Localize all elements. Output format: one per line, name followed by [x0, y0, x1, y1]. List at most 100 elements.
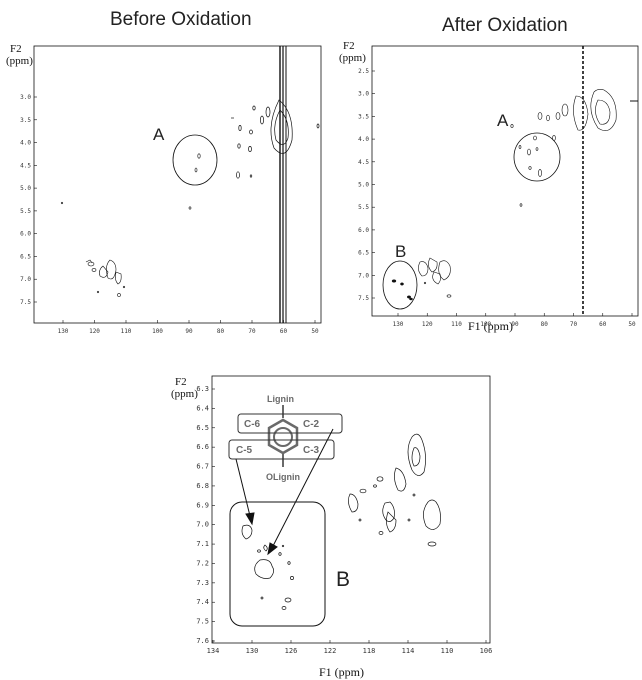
tr-y-axis: 2.5 3.0 3.5 4.0 4.5 5.0 5.5 6.0 6.5 7.0 7.5 — [358, 68, 375, 302]
tl-region-a-label: A — [153, 125, 165, 144]
b-y-tick-label: 7.2 — [196, 559, 209, 567]
tr-region-b-label: B — [395, 242, 406, 261]
b-y-tick-label: 7.5 — [196, 618, 209, 626]
b-y-tick-label: 6.8 — [196, 482, 209, 490]
tr-region-b-circle — [382, 260, 418, 310]
tr-y-tick-label: 4.5 — [358, 159, 369, 166]
tr-f1-label: F1 (ppm) — [468, 319, 513, 333]
tr-region-a-label: A — [497, 111, 509, 130]
title-after-oxidation: After Oxidation — [442, 15, 568, 36]
tr-y-tick-label: 5.0 — [358, 182, 369, 189]
tr-aromatic-cluster — [418, 257, 452, 298]
tr-x-tick-label: 60 — [599, 321, 607, 328]
tl-x-axis: 130 120 110 100 90 80 70 60 50 — [58, 320, 319, 335]
lignin-c2-label: C-2 — [303, 419, 320, 430]
tr-x-tick-label: 130 — [393, 321, 404, 328]
lignin-c3-label: C-3 — [303, 445, 320, 456]
b-y-tick-label: 7.6 — [196, 637, 209, 645]
b-x-tick-label: 134 — [207, 647, 220, 655]
tl-region-a-circle — [172, 134, 218, 186]
tl-x-tick-label: 60 — [280, 328, 288, 335]
tl-x-tick-label: 130 — [58, 328, 69, 335]
tl-y-tick-label: 6.0 — [20, 231, 31, 238]
tr-ppm-label: (ppm) — [339, 52, 366, 64]
tl-y-tick-label: 6.5 — [20, 253, 31, 260]
tr-y-tick-label: 6.5 — [358, 250, 369, 257]
b-x-tick-label: 118 — [363, 647, 376, 655]
tl-y-tick-label: 7.0 — [20, 276, 31, 283]
b-y-tick-label: 7.3 — [196, 579, 209, 587]
b-plot-frame — [211, 375, 491, 644]
tl-y-tick-label: 3.0 — [20, 94, 31, 101]
tr-y-tick-label: 7.5 — [358, 295, 369, 302]
b-region-box — [229, 501, 326, 627]
panel-before-oxidation: 3.0 3.5 4.0 4.5 5.0 5.5 6.0 6.5 7.0 7.5 130 120 110… — [20, 45, 322, 335]
tl-y-tick-label: 4.0 — [20, 140, 31, 147]
tr-x-tick-label: 70 — [570, 321, 578, 328]
b-ppm-label: (ppm) — [171, 388, 198, 400]
b-region-contours — [241, 524, 294, 610]
tl-y-axis: 3.0 3.5 4.0 4.5 5.0 5.5 6.0 6.5 7.0 7.5 — [20, 94, 37, 306]
tr-y-tick-label: 3.0 — [358, 91, 369, 98]
tr-y-tick-label: 7.0 — [358, 272, 369, 279]
b-x-tick-label: 122 — [324, 647, 337, 655]
b-x-tick-label: 114 — [402, 647, 415, 655]
lignin-c6-label: C-6 — [244, 419, 261, 430]
tl-f2-label: F2 — [10, 43, 22, 55]
b-x-tick-label: 126 — [285, 647, 298, 655]
tl-y-tick-label: 3.5 — [20, 117, 31, 124]
tr-y-tick-label: 2.5 — [358, 68, 369, 75]
lignin-bottom-label: OLignin — [266, 472, 300, 482]
b-y-tick-label: 6.4 — [196, 404, 209, 412]
tr-x-tick-label: 50 — [628, 321, 636, 328]
lignin-top-box — [237, 413, 343, 434]
tr-x-tick-label: 100 — [480, 321, 491, 328]
b-x-axis: 134 130 126 122 118 114 110 106 — [207, 640, 493, 655]
tr-y-tick-label: 6.0 — [358, 227, 369, 234]
tl-x-tick-label: 70 — [248, 328, 256, 335]
tr-y-tick-label: 5.5 — [358, 204, 369, 211]
tl-region-a-peaks — [60, 153, 201, 210]
b-aromatic-contours — [348, 433, 441, 547]
tl-x-tick-label: 120 — [89, 328, 100, 335]
tl-x-tick-label: 110 — [121, 328, 132, 335]
lignin-c5-label: C-5 — [236, 445, 253, 456]
tl-x-tick-label: 100 — [152, 328, 163, 335]
b-x-tick-label: 110 — [441, 647, 454, 655]
tr-region-a-circle — [513, 132, 561, 182]
tl-y-tick-label: 5.5 — [20, 208, 31, 215]
tl-contour-main — [231, 99, 320, 179]
tr-region-b-peaks — [391, 279, 413, 301]
tr-x-tick-label: 120 — [422, 321, 433, 328]
tl-plot-frame — [33, 45, 322, 324]
b-y-tick-label: 7.4 — [196, 598, 209, 606]
tl-y-tick-label: 4.5 — [20, 162, 31, 169]
tr-x-tick-label: 80 — [541, 321, 549, 328]
tl-aromatic-cluster — [85, 259, 126, 297]
panel-region-b-zoom: 6.3 6.4 6.5 6.6 6.7 6.8 6.9 7.0 7.1 7.2 7.3 7.4 7.5 7… — [196, 375, 493, 655]
tl-ppm-label: (ppm) — [6, 55, 33, 67]
b-y-tick-label: 6.7 — [196, 463, 209, 471]
lignin-structure — [228, 405, 343, 467]
title-before-oxidation: Before Oxidation — [110, 9, 252, 30]
tr-f2-label: F2 — [343, 40, 355, 52]
tr-x-axis: 130 120 110 100 90 80 70 60 50 — [393, 313, 636, 328]
b-y-tick-label: 6.3 — [196, 385, 209, 393]
tr-plot-frame — [371, 45, 639, 317]
b-y-tick-label: 6.9 — [196, 501, 209, 509]
tl-y-tick-label: 5.0 — [20, 185, 31, 192]
b-y-tick-label: 6.6 — [196, 443, 209, 451]
tl-solvent-band — [279, 46, 287, 323]
tr-x-tick-label: 110 — [451, 321, 462, 328]
b-f1-label: F1 (ppm) — [319, 665, 364, 679]
b-x-tick-label: 106 — [480, 647, 493, 655]
b-region-label: B — [336, 568, 350, 591]
b-y-tick-label: 6.5 — [196, 424, 209, 432]
tl-x-tick-label: 90 — [185, 328, 193, 335]
b-y-axis: 6.3 6.4 6.5 6.6 6.7 6.8 6.9 7.0 7.1 7.2 7.3 7.4 7.5 7… — [196, 385, 215, 645]
b-y-tick-label: 7.1 — [196, 540, 209, 548]
lignin-bottom-box — [228, 439, 335, 460]
tl-y-tick-label: 7.5 — [20, 299, 31, 306]
tr-x-tick-label: 90 — [511, 321, 519, 328]
